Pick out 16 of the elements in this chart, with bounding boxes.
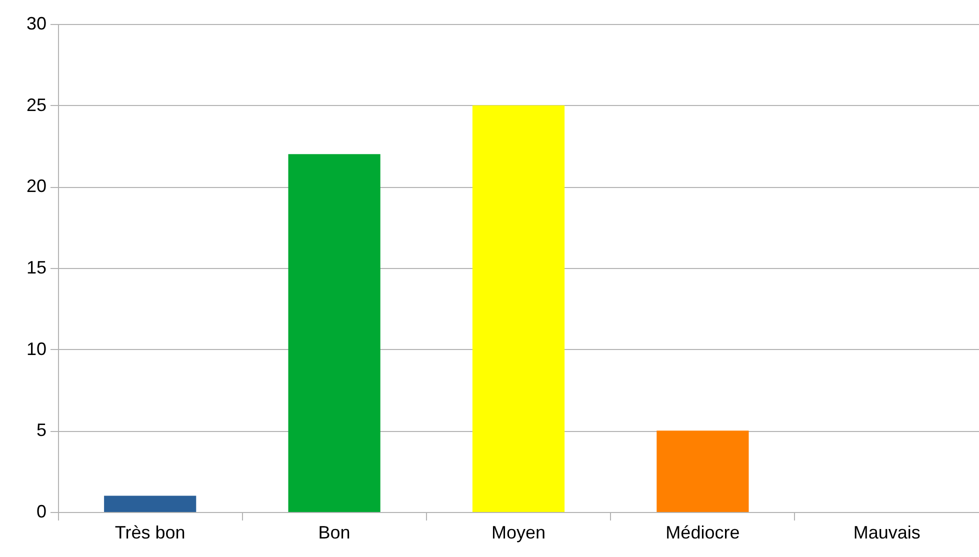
x-tick-label: Mauvais: [853, 522, 920, 542]
bar: [656, 430, 749, 512]
bar: [104, 496, 196, 512]
x-tick-label: Bon: [318, 522, 350, 542]
x-tick-label: Très bon: [114, 522, 186, 542]
y-tick-label: 15: [26, 258, 46, 278]
y-tick-label: 20: [26, 176, 46, 196]
bar: [288, 154, 380, 512]
y-tick-label: 25: [26, 94, 46, 115]
x-tick-label: Moyen: [491, 522, 546, 542]
y-tick-label: 10: [26, 338, 46, 359]
bar: [472, 105, 565, 512]
y-tick-label: 0: [36, 502, 46, 522]
y-tick-label: 5: [36, 420, 46, 440]
y-tick-label: 30: [26, 14, 46, 34]
x-tick-label: Médiocre: [666, 522, 740, 542]
